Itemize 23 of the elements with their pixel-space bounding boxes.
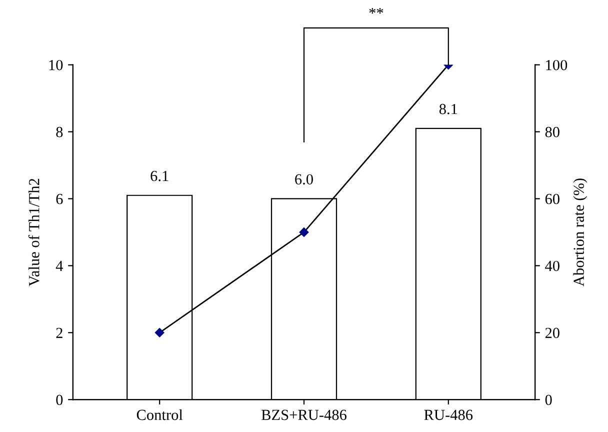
y-tick-label: 2: [56, 328, 62, 338]
y-tick-label: 0: [56, 394, 63, 406]
x-tick-label: Control: [136, 409, 183, 420]
y2-tick-label: 60: [545, 194, 560, 204]
x-tick-label: BZS+RU-486: [262, 410, 346, 420]
y2-tick-label: 40: [545, 260, 560, 272]
data-label: 6.0: [295, 174, 313, 185]
y-tick-label: 10: [49, 60, 63, 70]
y2-tick-label: 80: [545, 126, 560, 138]
data-label: 8.1: [439, 104, 458, 114]
y-axis-title: Value of Th1/Th2: [28, 178, 40, 286]
y-tick-label: 4: [56, 260, 63, 271]
x-tick-label: RU-486: [424, 410, 473, 420]
point: [154, 328, 164, 338]
y2-tick-label: 0: [545, 394, 552, 406]
y2-tick-label: 100: [546, 60, 568, 70]
y-tick-label: 6: [56, 194, 63, 204]
y2-tick-label: 20: [545, 328, 560, 338]
data-label: 6.1: [150, 170, 168, 182]
text: **: [369, 8, 384, 14]
point: [299, 228, 309, 237]
y-tick-label: 8: [56, 126, 63, 138]
y2-axis-title: Abortion rate (%): [573, 178, 588, 286]
